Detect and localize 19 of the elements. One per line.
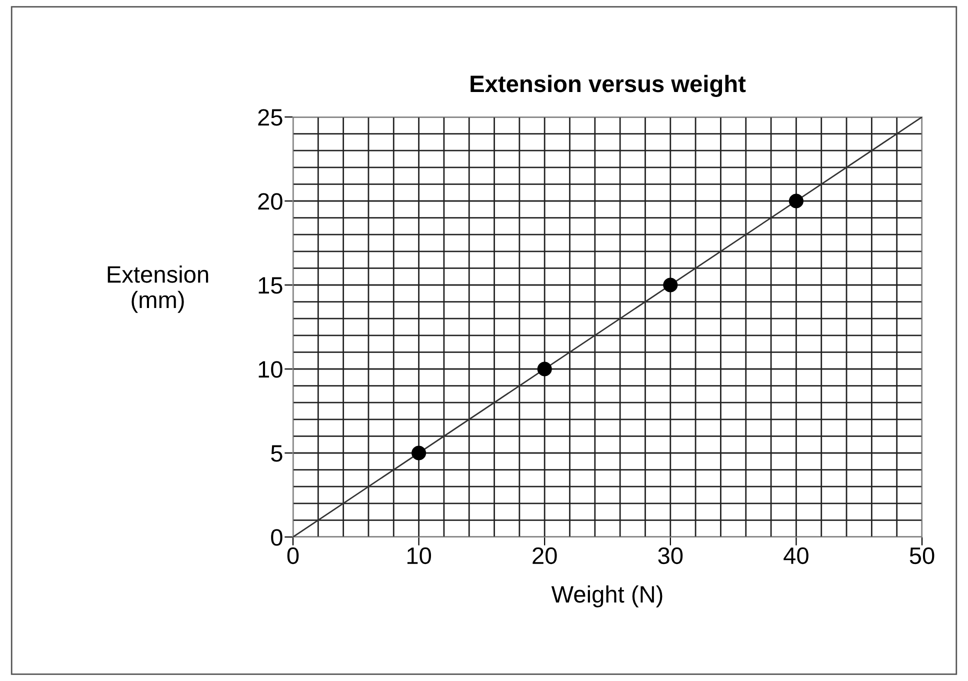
x-tick-label: 0	[287, 547, 299, 564]
point	[788, 194, 804, 208]
y-axis-title: Extension (mm)	[108, 265, 208, 313]
x-tick-label: 20	[532, 547, 557, 564]
x-tick-label: 30	[658, 547, 683, 564]
y-tick-label: 10	[258, 361, 282, 378]
point	[412, 446, 426, 460]
x-tick-label: 40	[784, 547, 808, 564]
y-tick-label: 0	[271, 529, 282, 546]
y-tick-label: 15	[258, 277, 282, 294]
y-tick-label: 20	[258, 193, 282, 210]
x-axis-title: Weight (N)	[551, 585, 662, 608]
point	[537, 362, 552, 376]
chart-title: Extension versus weight	[470, 74, 746, 98]
y-tick-label: 25	[258, 109, 282, 126]
x-tick-label: 10	[407, 547, 432, 564]
y-tick-label: 5	[271, 445, 282, 462]
x-tick-label: 50	[910, 547, 934, 564]
point	[663, 278, 678, 292]
